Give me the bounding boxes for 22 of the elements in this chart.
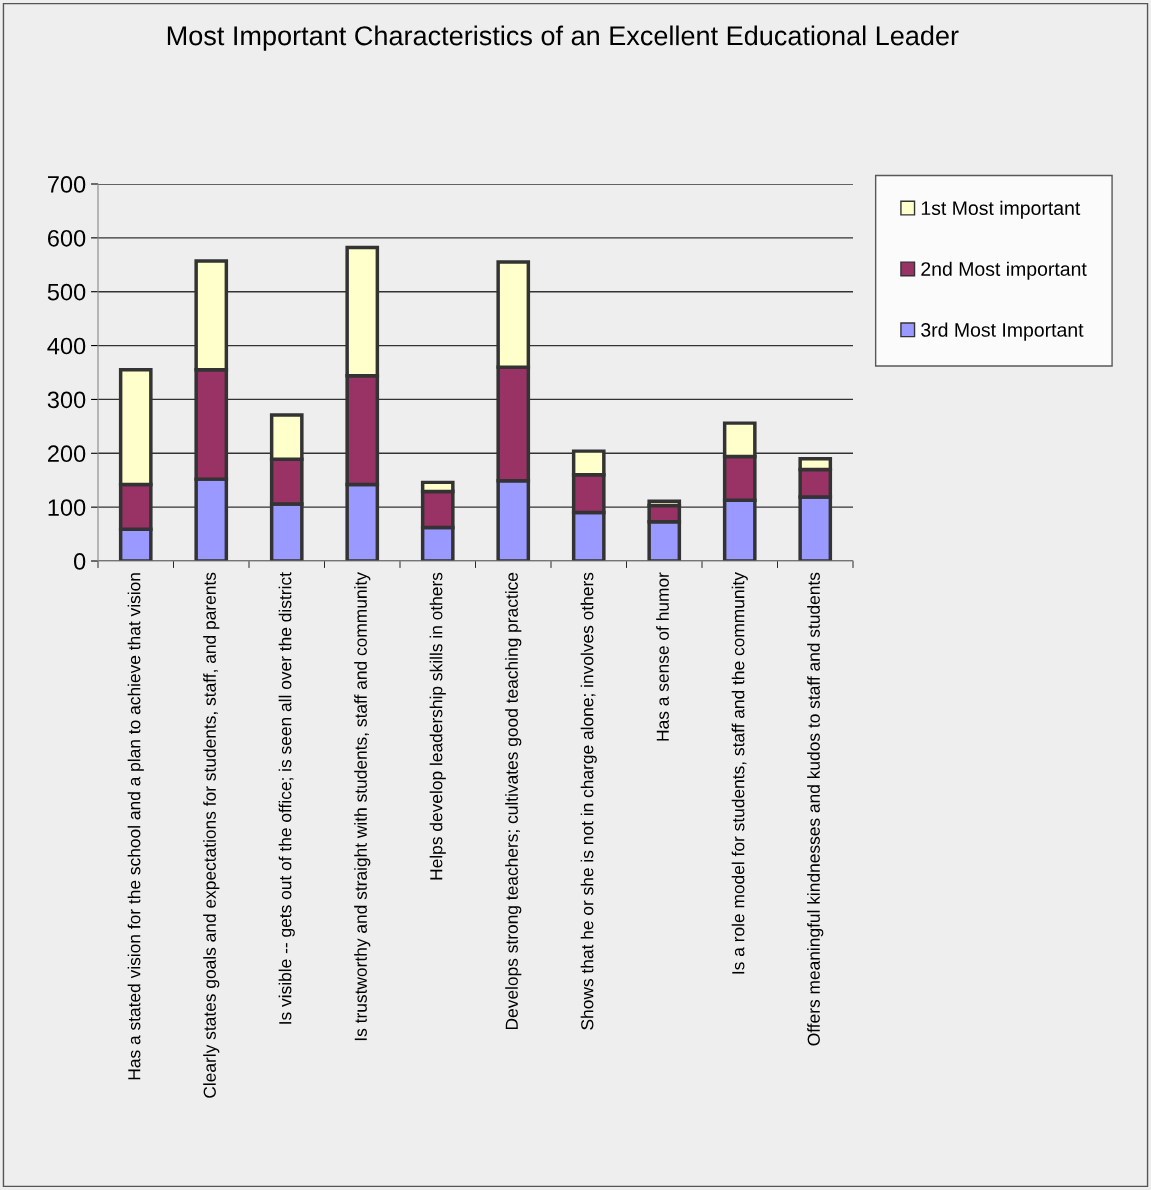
chart-title: Most Important Characteristics of an Excellent Educational Leader xyxy=(167,25,959,51)
x-tick-label: Develops strong teachers; cultivates good teaching practice xyxy=(505,572,522,1030)
y-tick-label: 600 xyxy=(48,229,86,247)
x-tick-label: Clearly states goals and expectations for students, staff, and parents xyxy=(203,572,220,1098)
y-tick-label: 500 xyxy=(47,283,86,301)
legend-label: 1st Most important xyxy=(921,200,1081,219)
x-tick-label: Has a sense of humor xyxy=(656,572,669,741)
x-tick-label: Has a stated vision for the school and a plan to achieve that vision xyxy=(127,573,144,1080)
x-tick-label: Is visible -- gets out of the office; is seen all over the district xyxy=(278,572,295,1024)
y-tick-label: 0 xyxy=(73,553,86,570)
x-tick-label: Offers meaningful kindnesses and kudos to staff and students xyxy=(807,572,824,1046)
x-tick-label: Is trustworthy and straight with students, staff and community xyxy=(354,572,371,1041)
y-tick-label: 700 xyxy=(48,176,86,193)
x-tick-label: Shows that he or she is not in charge alone; involves others xyxy=(580,572,597,1030)
x-tick-label: Helps develop leadership skills in others xyxy=(429,572,446,880)
y-tick-label: 300 xyxy=(47,391,86,409)
legend-label: 2nd Most important xyxy=(921,261,1087,280)
y-tick-label: 200 xyxy=(47,445,86,463)
legend-label: 3rd Most Important xyxy=(921,322,1084,341)
x-tick-label: Is a role model for students, staff and the community xyxy=(731,572,748,974)
y-tick-label: 400 xyxy=(47,337,86,355)
y-tick-label: 100 xyxy=(48,499,86,516)
